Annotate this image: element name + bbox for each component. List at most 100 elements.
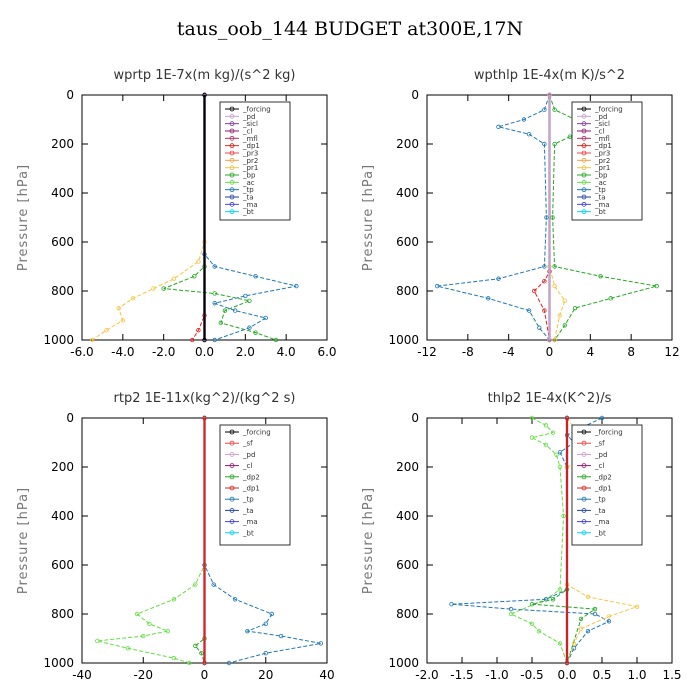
data-point bbox=[120, 318, 126, 323]
legend-marker bbox=[229, 209, 235, 215]
legend-marker bbox=[581, 121, 587, 127]
data-point bbox=[508, 611, 514, 617]
data-point bbox=[550, 430, 556, 435]
y-tick-label: 800 bbox=[396, 607, 419, 621]
y-tick-label: 200 bbox=[396, 460, 419, 474]
x-tick-label: 0 bbox=[201, 668, 209, 682]
data-point bbox=[571, 641, 577, 646]
x-tick-label: 1.0 bbox=[627, 668, 646, 682]
data-point bbox=[95, 638, 100, 644]
legend-entry: _bt bbox=[594, 208, 606, 216]
legend-entry: _bp bbox=[242, 172, 256, 180]
legend-entry: _pr1 bbox=[594, 164, 610, 172]
data-point bbox=[253, 330, 258, 335]
data-point bbox=[554, 452, 559, 457]
data-point bbox=[263, 621, 268, 626]
data-point bbox=[449, 602, 454, 607]
y-tick-label: 0 bbox=[411, 411, 419, 425]
legend-marker bbox=[581, 440, 587, 446]
legend-marker bbox=[229, 530, 235, 536]
legend-entry: _ta bbox=[594, 194, 606, 202]
legend-entry: _tp bbox=[594, 186, 606, 194]
x-tick-label: 4.0 bbox=[277, 345, 296, 359]
panel-title: wpthlp 1E-4x(m K)/s^2 bbox=[474, 68, 625, 83]
legend-marker bbox=[229, 157, 235, 163]
legend: _forcing_pd_sicl_cl_mfl_dp1_pr3_pr2_pr1_… bbox=[219, 101, 291, 221]
legend-marker bbox=[581, 201, 587, 207]
x-tick-label: 12 bbox=[664, 345, 679, 359]
x-tick-label: -6.0 bbox=[70, 345, 93, 359]
x-tick-label: 6.0 bbox=[317, 345, 336, 359]
legend-entry: _ma bbox=[594, 518, 610, 526]
data-point bbox=[552, 283, 557, 289]
data-point bbox=[542, 141, 547, 147]
data-point bbox=[552, 337, 557, 343]
series-dp1 bbox=[509, 417, 568, 664]
data-point bbox=[606, 619, 612, 624]
series-tp bbox=[451, 417, 611, 664]
x-tick-label: 8 bbox=[627, 345, 635, 359]
y-tick-label: 600 bbox=[51, 558, 74, 572]
data-point bbox=[186, 660, 192, 666]
legend-entry: _bt bbox=[242, 529, 254, 537]
data-point bbox=[147, 621, 152, 626]
legend-marker bbox=[581, 429, 587, 435]
legend-marker bbox=[229, 135, 235, 141]
legend-entry: _forcing bbox=[242, 429, 271, 437]
legend-entry: _forcing bbox=[594, 429, 623, 437]
legend-marker bbox=[581, 157, 587, 163]
data-point bbox=[104, 328, 109, 333]
legend-marker bbox=[229, 143, 235, 149]
x-tick-label: 2.0 bbox=[236, 345, 255, 359]
y-tick-label: 200 bbox=[51, 460, 74, 474]
legend-entry: _tp bbox=[242, 496, 254, 504]
data-point bbox=[222, 308, 228, 313]
data-point bbox=[245, 628, 250, 634]
legend-entry: _mfl bbox=[242, 135, 258, 143]
data-point bbox=[218, 320, 224, 326]
data-point bbox=[529, 602, 535, 607]
y-tick-label: 0 bbox=[66, 88, 74, 102]
data-point bbox=[496, 276, 501, 281]
legend-entry: _ta bbox=[242, 194, 254, 202]
legend-marker bbox=[229, 485, 235, 491]
legend-entry: _ac bbox=[242, 179, 255, 187]
data-point bbox=[202, 337, 207, 343]
data-point bbox=[536, 628, 542, 634]
x-tick-label: -12 bbox=[417, 345, 437, 359]
data-point bbox=[557, 641, 563, 646]
legend-marker bbox=[581, 496, 587, 502]
data-point bbox=[318, 641, 324, 646]
data-point bbox=[130, 296, 136, 301]
legend-entry: _pr3 bbox=[242, 150, 258, 158]
y-tick-label: 200 bbox=[396, 137, 419, 151]
data-point bbox=[435, 283, 440, 289]
data-point bbox=[125, 646, 131, 651]
data-point bbox=[196, 259, 201, 264]
data-point bbox=[543, 423, 549, 428]
data-point bbox=[606, 614, 612, 619]
data-point bbox=[547, 337, 552, 343]
x-tick-label: -1.5 bbox=[450, 668, 473, 682]
legend-marker bbox=[229, 113, 235, 119]
y-tick-label: 600 bbox=[396, 235, 419, 249]
panel-title: thlp2 1E-4x(K^2)/s bbox=[488, 391, 612, 406]
legend-entry: _pr2 bbox=[242, 157, 258, 165]
legend-entry: _ta bbox=[594, 507, 606, 515]
y-tick-label: 800 bbox=[51, 284, 74, 298]
data-point bbox=[90, 337, 95, 343]
series-dp2 bbox=[194, 418, 205, 664]
legend-entry: _bt bbox=[242, 208, 254, 216]
x-tick-label: 0 bbox=[546, 345, 554, 359]
legend-entry: _sf bbox=[594, 440, 605, 448]
y-axis-label: Pressure [hPa] bbox=[361, 487, 376, 594]
legend-marker bbox=[581, 128, 587, 134]
data-point bbox=[269, 611, 275, 617]
legend-marker bbox=[229, 451, 235, 457]
legend-marker bbox=[229, 201, 235, 207]
x-tick-label: -0.5 bbox=[520, 668, 543, 682]
data-point bbox=[550, 215, 555, 220]
data-point bbox=[161, 286, 166, 291]
data-point bbox=[526, 308, 532, 313]
